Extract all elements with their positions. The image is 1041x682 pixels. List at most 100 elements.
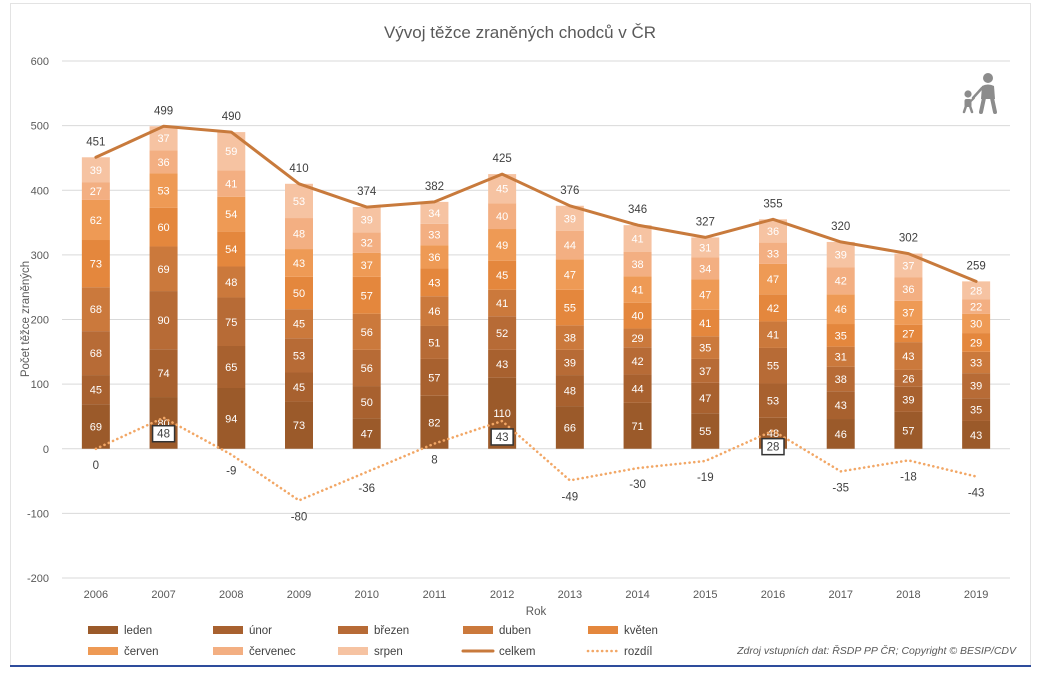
segment-label-2018-unor: 39 [902,394,914,406]
segment-label-2008-cerven: 54 [225,209,237,221]
segment-label-2007-cerven: 53 [157,186,169,198]
bar-2008-cerven [217,196,246,232]
segment-label-2007-unor: 74 [157,368,169,380]
bar-2010-cerven [352,252,381,277]
x-axis-title: Rok [526,606,547,618]
bar-2007-duben [149,246,178,292]
bar-2009-brezen [285,338,313,373]
segment-label-2010-leden: 47 [361,429,373,441]
bar-2010-leden [352,418,381,449]
segment-label-2015-unor: 47 [699,393,711,405]
segment-label-2006-brezen: 68 [90,348,102,360]
segment-label-2006-cerven: 62 [90,215,102,227]
segment-label-2018-brezen: 26 [902,373,914,385]
bar-2007-brezen [149,291,178,350]
segment-label-2006-unor: 45 [90,385,102,397]
bar-2019-brezen [962,373,991,399]
bar-2014-cerven [623,276,652,303]
adult-body [981,84,995,99]
segment-label-2015-srpen: 31 [699,242,711,254]
bar-2008-brezen [217,297,246,346]
total-label-2019: 259 [967,260,986,272]
x-tick-label-2015: 2015 [693,589,717,601]
segment-label-2013-kveten: 55 [564,303,576,315]
segment-label-2017-cervenec: 42 [835,276,847,288]
bar-2016-duben [759,321,787,348]
total-label-2009: 410 [289,163,308,175]
bar-2009-duben [285,309,313,339]
segment-label-2009-unor: 45 [293,382,305,394]
segment-label-2015-brezen: 37 [699,366,711,378]
segment-label-2006-cervenec: 27 [90,186,102,198]
segment-label-2011-brezen: 51 [428,337,440,349]
legend-label-srpen: srpen [374,646,403,658]
x-tick-label-2010: 2010 [354,589,378,601]
diff-label-2011: 8 [431,455,437,467]
segment-label-2009-kveten: 50 [293,288,305,300]
legend-item-cerven: červen [88,646,159,658]
segment-label-2008-unor: 65 [225,362,237,374]
bar-2014-unor [623,374,652,403]
bar-2017-cerven [826,294,855,325]
legend-label-celkem: celkem [499,646,535,658]
segment-label-2007-duben: 69 [157,264,169,276]
bar-2011-cerven [420,245,449,269]
bar-2007-unor [149,349,178,398]
y-tick-label-100: 100 [31,379,49,391]
adult-arm [971,86,984,100]
y-tick-label-0: 0 [43,444,49,456]
bar-2017-brezen [826,366,855,392]
bar-2007-cervenec [149,150,178,174]
bar-2007-cerven [149,173,178,208]
segment-label-2017-kveten: 35 [835,330,847,342]
total-label-2008: 490 [222,111,241,123]
bar-2008-cervenec [217,170,246,197]
bar-2018-duben [894,342,923,370]
segment-label-2010-unor: 50 [361,397,373,409]
bar-2013-unor [555,375,584,407]
segment-label-2019-srpen: 28 [970,285,982,297]
total-label-2006: 451 [86,136,105,148]
x-tick-label-2013: 2013 [558,589,582,601]
segment-label-2012-cerven: 49 [496,240,508,252]
bar-2015-srpen [691,237,720,258]
segment-label-2012-brezen: 52 [496,328,508,340]
legend-swatch-duben [463,626,493,634]
segment-label-2009-brezen: 53 [293,350,305,362]
segment-label-2013-cerven: 47 [564,270,576,282]
segment-label-2010-kveten: 57 [361,290,373,302]
legend-swatch-cervenec [213,647,243,655]
y-tick-label--100: -100 [27,508,49,520]
bar-2009-unor [285,372,313,402]
segment-label-2018-srpen: 37 [902,261,914,273]
segment-label-2015-leden: 55 [699,426,711,438]
segment-label-2009-cerven: 43 [293,258,305,270]
segment-label-2014-leden: 71 [631,421,643,433]
segment-label-2017-srpen: 39 [835,250,847,262]
legend-item-duben: duben [463,625,531,637]
x-tick-label-2018: 2018 [896,589,920,601]
segment-label-2012-leden: 110 [493,408,511,420]
bar-2017-cervenec [826,267,855,295]
bar-2012-duben [488,289,517,317]
diff-label-2013: -49 [562,491,579,503]
segment-label-2016-cervenec: 33 [767,248,779,260]
diff-label-2016: 28 [767,442,780,454]
segment-label-2008-brezen: 75 [225,317,237,329]
x-tick-label-2014: 2014 [625,589,649,601]
diff-label-2007: 48 [157,429,170,441]
segment-label-2016-brezen: 55 [767,361,779,373]
segment-label-2010-cervenec: 32 [361,238,373,250]
segment-label-2018-duben: 43 [902,351,914,363]
segment-label-2019-unor: 35 [970,405,982,417]
segment-label-2009-duben: 45 [293,319,305,331]
bar-2014-srpen [623,225,652,252]
segment-label-2008-srpen: 59 [225,146,237,158]
adult-head [983,73,993,83]
segment-label-2012-srpen: 45 [496,184,508,196]
segment-label-2006-duben: 68 [90,304,102,316]
x-tick-label-2006: 2006 [84,589,108,601]
bar-2015-kveten [691,309,720,337]
segment-label-2016-kveten: 42 [767,303,779,315]
